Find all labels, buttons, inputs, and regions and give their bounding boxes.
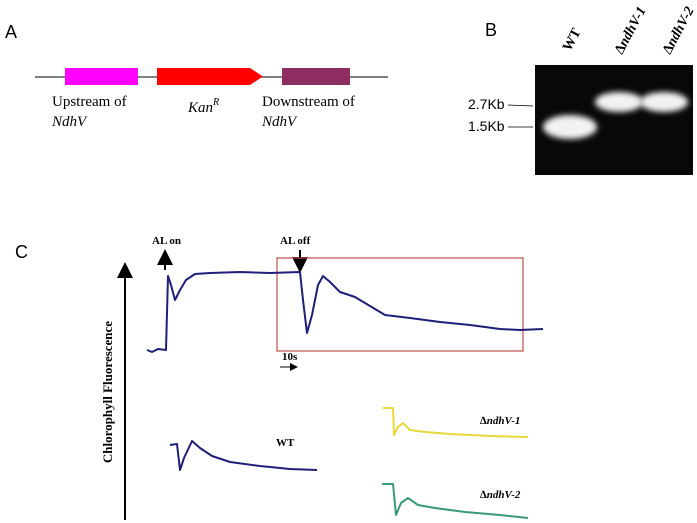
downstream-box: [282, 68, 350, 85]
light-on-label: AL on: [152, 235, 181, 247]
ndhv1-trace: [383, 407, 529, 438]
lane-label: ∆ndhV-1: [612, 4, 649, 56]
highlight-box: [276, 257, 524, 352]
light-off-label: AL off: [280, 235, 311, 247]
upstream-label: Upstream of: [52, 94, 127, 110]
ndhv2-trace: [382, 483, 529, 519]
y-axis-label: Chlorophyll Fluorescence: [100, 321, 115, 463]
gel-band: [640, 92, 688, 112]
downstream-gene: NdhV: [261, 114, 298, 130]
kan-arrow: [157, 68, 263, 85]
size-marker: 1.5Kb: [468, 118, 505, 134]
panel-letter: C: [15, 242, 28, 262]
marker-superscript: R: [212, 97, 219, 108]
trace-label: WT: [276, 437, 295, 449]
panel-letter: A: [5, 22, 17, 42]
gel-band: [543, 115, 597, 139]
trace-label: ∆ndhV-1: [480, 415, 520, 427]
downstream-label: Downstream of: [262, 94, 355, 110]
gel-band: [595, 92, 643, 112]
marker-name: Kan: [187, 100, 213, 116]
main-trace: [146, 271, 544, 353]
lane-label: ∆ndhV-2: [660, 4, 697, 56]
upstream-gene: NdhV: [51, 114, 88, 130]
wt-trace: [169, 440, 318, 471]
time-scale-label: 10s: [282, 351, 298, 363]
trace-label: ∆ndhV-2: [480, 489, 521, 501]
marker-line: [507, 104, 534, 107]
marker-label: KanR: [187, 97, 219, 116]
size-marker: 2.7Kb: [468, 96, 505, 112]
upstream-box: [65, 68, 138, 85]
lane-label: WT: [560, 26, 585, 54]
panel-letter: B: [485, 20, 497, 40]
